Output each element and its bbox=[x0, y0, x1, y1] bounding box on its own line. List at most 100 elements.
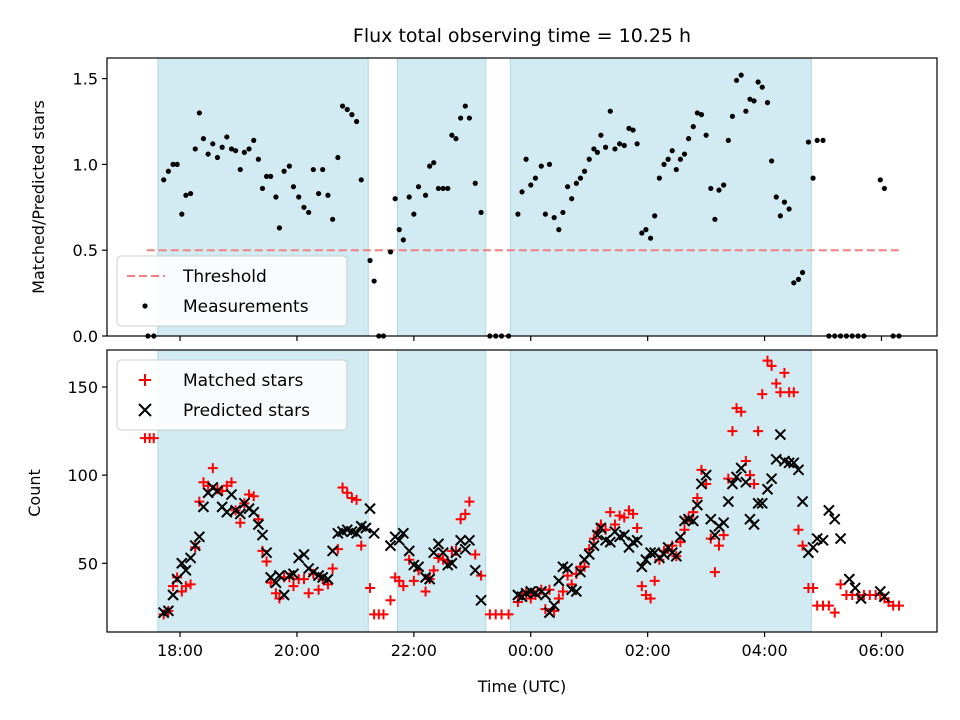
x-tick-label: 18:00 bbox=[157, 641, 203, 660]
data-point bbox=[358, 177, 364, 183]
data-point-predicted bbox=[193, 531, 206, 543]
data-point bbox=[263, 173, 270, 180]
data-point-matched bbox=[303, 588, 314, 599]
data-point-predicted bbox=[730, 471, 743, 483]
observing-window bbox=[397, 57, 487, 337]
data-point bbox=[747, 96, 753, 102]
data-point bbox=[690, 124, 696, 130]
data-point-predicted bbox=[735, 462, 747, 474]
data-point-predicted bbox=[307, 566, 320, 578]
data-point bbox=[232, 148, 239, 154]
data-point-matched bbox=[450, 545, 461, 556]
x-tick-label: 04:00 bbox=[742, 641, 788, 660]
data-point-matched bbox=[420, 586, 431, 597]
data-point-predicted bbox=[326, 545, 339, 557]
bottom-panel-counts: 50 100 150 18:00 20:00 22:00 00:00 02:00 04:00 06… bbox=[67, 349, 938, 660]
data-point-predicted bbox=[695, 478, 708, 490]
data-point-predicted bbox=[595, 522, 607, 534]
data-point-predicted bbox=[644, 546, 657, 559]
data-point-matched bbox=[313, 584, 324, 595]
data-point bbox=[781, 199, 788, 205]
data-point-predicted bbox=[740, 476, 752, 488]
data-point bbox=[453, 136, 459, 142]
data-point-predicted bbox=[397, 527, 410, 540]
data-point-matched bbox=[270, 588, 281, 599]
data-point-matched bbox=[265, 577, 276, 588]
data-point-matched bbox=[398, 581, 409, 592]
data-point bbox=[422, 192, 429, 198]
data-point-predicted bbox=[368, 527, 380, 540]
data-point-matched bbox=[190, 542, 201, 553]
data-point-matched bbox=[172, 572, 183, 583]
axes-frame bbox=[106, 349, 938, 633]
data-point bbox=[296, 194, 302, 200]
data-point bbox=[241, 149, 247, 155]
data-point bbox=[445, 185, 451, 192]
data-point bbox=[725, 137, 731, 143]
data-point-matched bbox=[692, 493, 703, 504]
data-point bbox=[170, 161, 176, 167]
data-point-matched bbox=[636, 581, 647, 592]
data-point bbox=[427, 163, 433, 169]
data-point bbox=[205, 151, 211, 157]
data-point bbox=[708, 185, 714, 192]
data-point bbox=[698, 112, 705, 118]
data-point-predicted bbox=[252, 518, 265, 531]
data-point-predicted bbox=[287, 568, 300, 580]
data-point-matched bbox=[797, 540, 808, 551]
data-point bbox=[621, 142, 627, 149]
data-point bbox=[210, 141, 216, 147]
data-point-matched bbox=[829, 607, 840, 618]
data-point bbox=[462, 103, 468, 109]
data-point-predicted bbox=[278, 589, 290, 601]
data-point-predicted bbox=[604, 536, 616, 548]
data-point-predicted bbox=[817, 534, 829, 547]
data-point bbox=[612, 146, 618, 152]
data-point-predicted bbox=[687, 515, 699, 527]
data-point bbox=[759, 84, 765, 90]
legend-box bbox=[116, 255, 348, 327]
axes-frame bbox=[106, 57, 938, 337]
data-point-predicted bbox=[450, 546, 462, 559]
data-point bbox=[607, 108, 613, 114]
data-point-predicted bbox=[189, 539, 201, 552]
data-point bbox=[290, 184, 297, 190]
data-point bbox=[440, 185, 446, 192]
data-point-predicted bbox=[428, 546, 440, 559]
data-point-matched bbox=[207, 463, 218, 474]
legend-label: Measurements bbox=[183, 297, 309, 317]
data-point bbox=[431, 160, 437, 166]
data-point bbox=[703, 132, 709, 138]
data-point bbox=[755, 79, 761, 85]
data-point bbox=[630, 127, 636, 133]
data-point bbox=[634, 141, 640, 147]
data-point bbox=[478, 209, 484, 216]
legend: Threshold Measurements bbox=[116, 255, 348, 327]
observing-window bbox=[397, 349, 487, 633]
data-point-matched bbox=[757, 389, 768, 400]
data-point-predicted bbox=[752, 497, 764, 510]
data-point bbox=[353, 118, 360, 125]
legend-dot-swatch bbox=[142, 303, 148, 309]
y-tick-label: 150 bbox=[67, 378, 98, 397]
data-point-predicted bbox=[700, 469, 712, 481]
data-point bbox=[472, 180, 478, 186]
data-point-matched bbox=[771, 378, 782, 389]
data-point bbox=[560, 209, 566, 216]
data-point bbox=[569, 196, 575, 202]
data-point bbox=[228, 146, 235, 152]
data-point bbox=[814, 137, 820, 143]
data-point bbox=[325, 192, 331, 198]
data-point-matched bbox=[775, 387, 786, 398]
data-point bbox=[652, 213, 658, 219]
data-point bbox=[367, 257, 373, 264]
data-point-predicted bbox=[553, 575, 565, 587]
x-tick-label: 00:00 bbox=[508, 641, 554, 660]
data-point-predicted bbox=[221, 506, 233, 518]
data-point-predicted bbox=[765, 472, 778, 485]
data-point-matched bbox=[675, 537, 686, 548]
data-point-matched bbox=[185, 579, 196, 590]
data-point-matched bbox=[718, 530, 729, 541]
data-point bbox=[161, 177, 167, 183]
data-point bbox=[371, 278, 377, 284]
